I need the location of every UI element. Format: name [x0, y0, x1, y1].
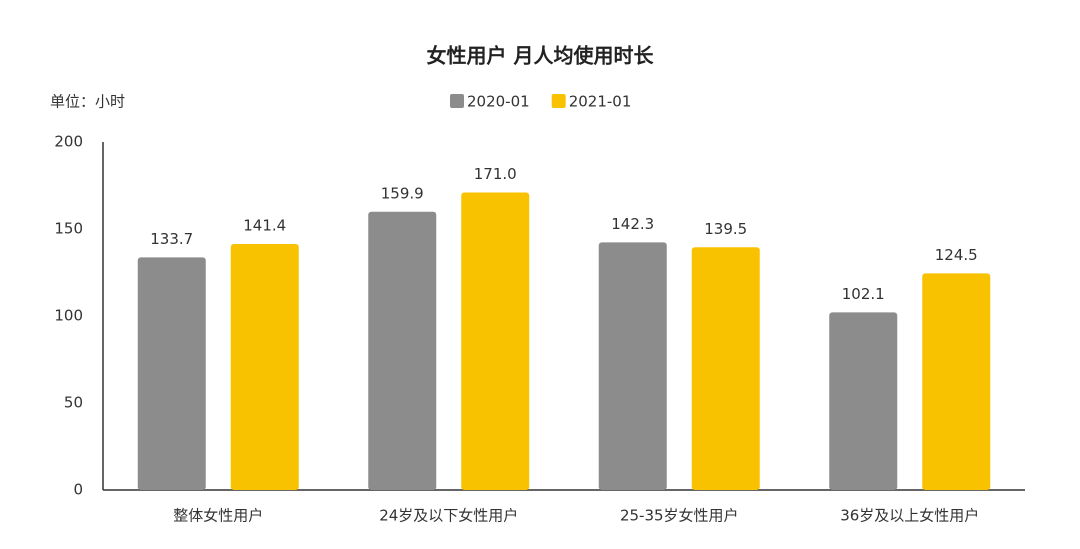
- value-label: 142.3: [611, 215, 654, 233]
- legend-swatch: [450, 94, 464, 108]
- x-tick-label: 整体女性用户: [173, 507, 263, 525]
- x-tick-label: 36岁及以上女性用户: [840, 507, 979, 525]
- value-label: 171.0: [474, 165, 517, 183]
- value-label: 141.4: [243, 216, 286, 234]
- unit-label: 单位：小时: [50, 93, 125, 111]
- bar: [598, 242, 667, 490]
- bar: [461, 192, 530, 490]
- bar: [922, 273, 991, 490]
- y-tick-label: 100: [54, 307, 83, 325]
- bar: [230, 243, 299, 490]
- x-tick-label: 24岁及以下女性用户: [379, 507, 518, 525]
- value-label: 124.5: [935, 246, 978, 264]
- x-tick-label: 25-35岁女性用户: [620, 507, 739, 525]
- y-tick-label: 150: [54, 220, 83, 238]
- bar: [691, 247, 760, 490]
- legend-swatch: [551, 94, 566, 108]
- value-label: 139.5: [704, 220, 747, 238]
- bar: [137, 257, 206, 490]
- value-label: 133.7: [150, 230, 193, 248]
- y-tick-label: 0: [73, 481, 83, 499]
- value-label: 102.1: [842, 285, 885, 303]
- chart-title: 女性用户 月人均使用时长: [427, 44, 655, 68]
- bar: [829, 312, 898, 490]
- legend-label: 2021-01: [569, 93, 632, 111]
- value-label: 159.9: [381, 184, 424, 202]
- legend-label: 2020-01: [467, 93, 530, 111]
- y-tick-label: 50: [64, 394, 83, 412]
- y-tick-label: 200: [54, 133, 83, 151]
- bar: [368, 211, 437, 491]
